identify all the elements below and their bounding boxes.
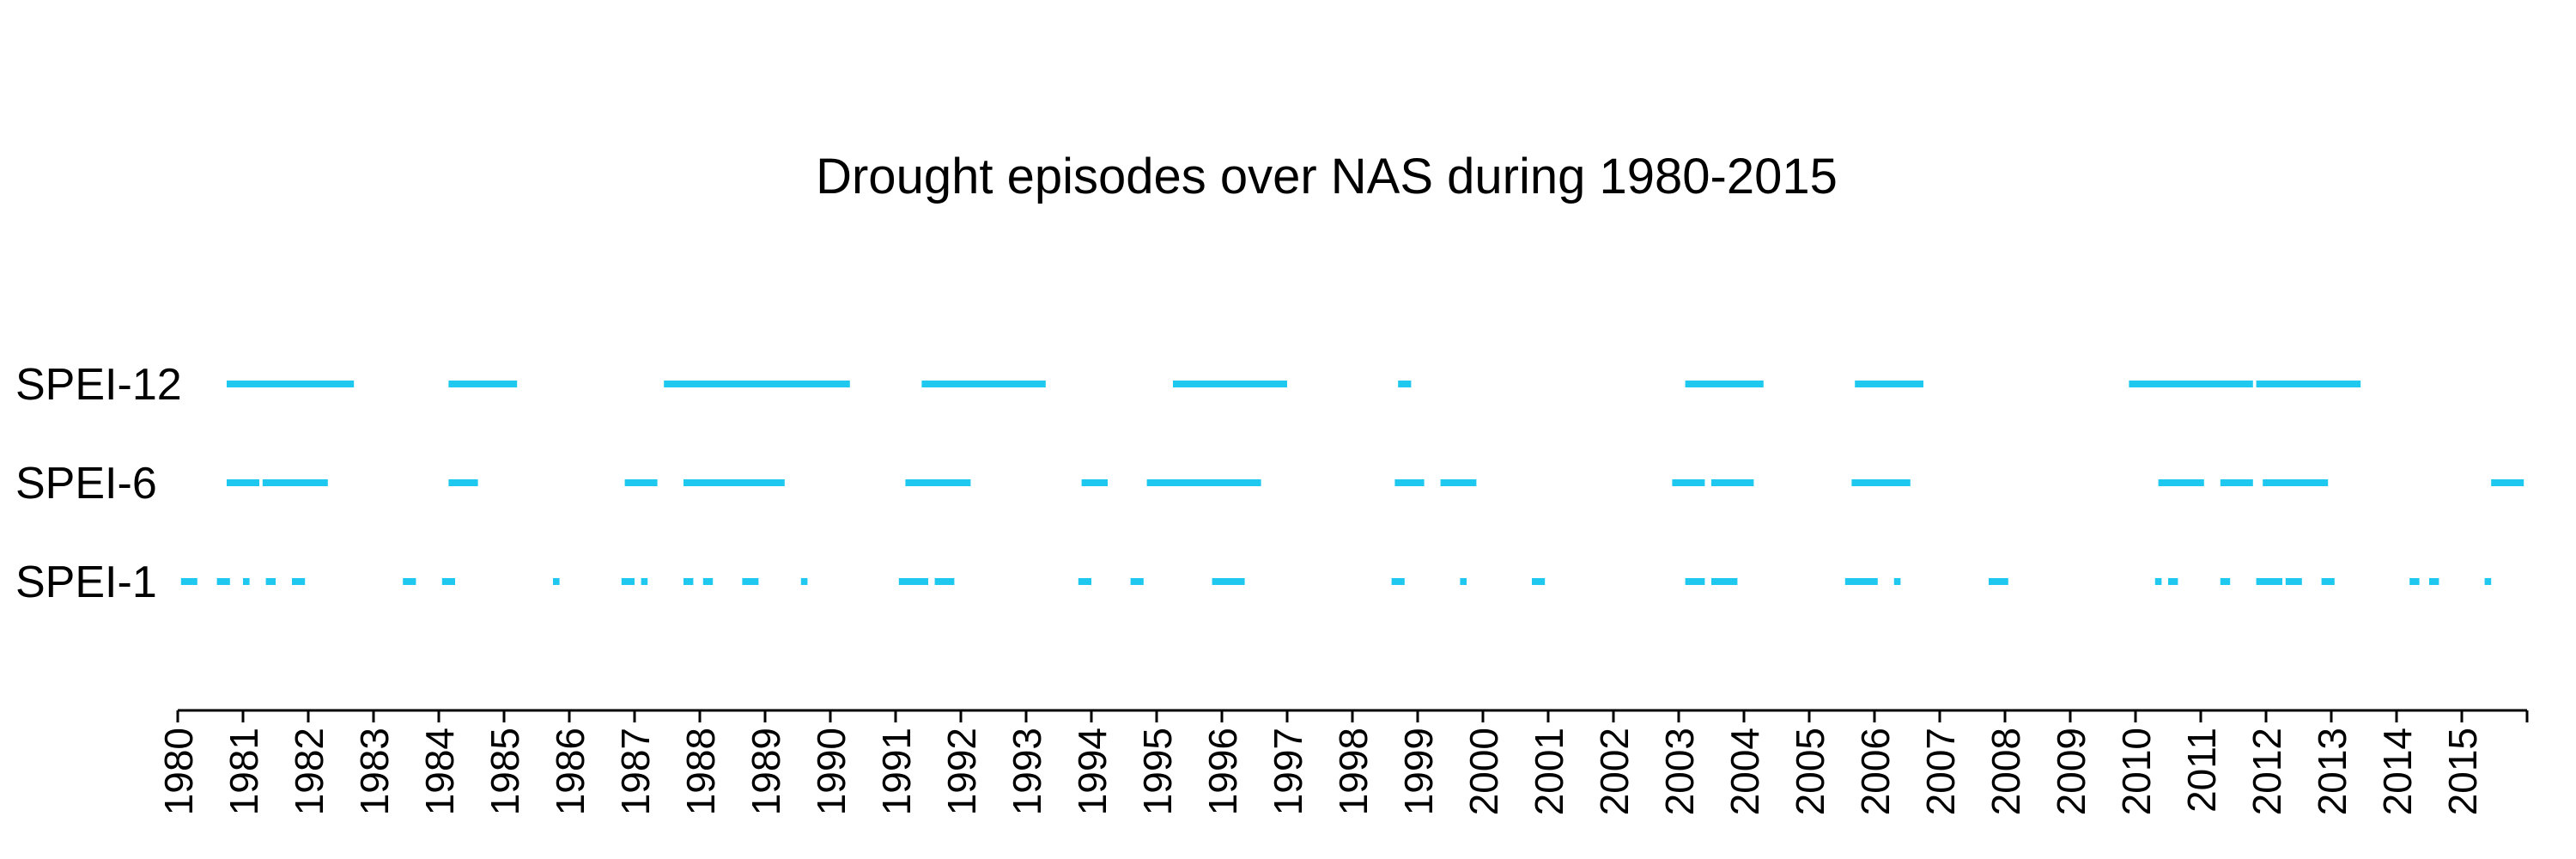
- series-label: SPEI-12: [15, 360, 182, 410]
- x-tick-label: 2006: [1853, 728, 1898, 815]
- x-tick-label: 2011: [2179, 728, 2224, 813]
- x-tick-label: 2009: [2049, 728, 2093, 815]
- series-label: SPEI-6: [15, 459, 157, 509]
- x-tick-label: 1995: [1135, 728, 1180, 815]
- x-tick-label: 1985: [483, 728, 527, 815]
- chart-title: Drought episodes over NAS during 1980-20…: [816, 149, 1838, 204]
- x-tick-label: 2001: [1527, 728, 1571, 815]
- x-tick-label: 1986: [548, 728, 592, 815]
- x-tick-label: 2014: [2375, 728, 2420, 815]
- x-tick-label: 1997: [1266, 728, 1310, 815]
- x-tick-label: 1998: [1331, 728, 1376, 815]
- x-tick-label: 1993: [1005, 728, 1049, 815]
- x-tick-label: 1990: [809, 728, 854, 815]
- x-tick-label: 1988: [678, 728, 723, 815]
- x-tick-label: 2005: [1788, 728, 1832, 815]
- x-tick-label: 1980: [156, 728, 201, 815]
- x-tick-label: 2004: [1722, 728, 1767, 815]
- x-tick-label: 1992: [939, 728, 984, 815]
- x-axis: 1980 1981 1982 1983 1984 1985 1986 1987 1988 1989…: [156, 709, 2529, 815]
- x-tick-label: 1981: [222, 728, 266, 815]
- x-tick-label: 2010: [2114, 728, 2159, 815]
- x-tick-label: 2008: [1984, 728, 2028, 815]
- x-tick-label: 2012: [2245, 728, 2289, 815]
- x-tick-label: 1996: [1200, 728, 1245, 815]
- x-tick-label: 1982: [287, 728, 331, 815]
- x-tick-label: 1984: [417, 728, 462, 815]
- series-group: SPEI-12 SPEI-6 SPEI-1: [15, 360, 2524, 607]
- x-tick-label: 2015: [2440, 728, 2485, 815]
- x-tick-label: 1983: [352, 728, 397, 815]
- x-tick-label: 2013: [2310, 728, 2354, 815]
- x-tick-label: 1991: [874, 728, 919, 815]
- x-tick-label: 1994: [1070, 728, 1115, 815]
- x-tick-label: 2000: [1461, 728, 1506, 815]
- x-tick-label: 2003: [1657, 728, 1702, 815]
- series-label: SPEI-1: [15, 557, 157, 607]
- x-tick-label: 1999: [1396, 728, 1441, 815]
- x-tick-label: 1989: [744, 728, 788, 815]
- x-tick-label: 2007: [1918, 728, 1963, 815]
- x-tick-label: 2002: [1592, 728, 1637, 815]
- x-tick-label: 1987: [613, 728, 658, 815]
